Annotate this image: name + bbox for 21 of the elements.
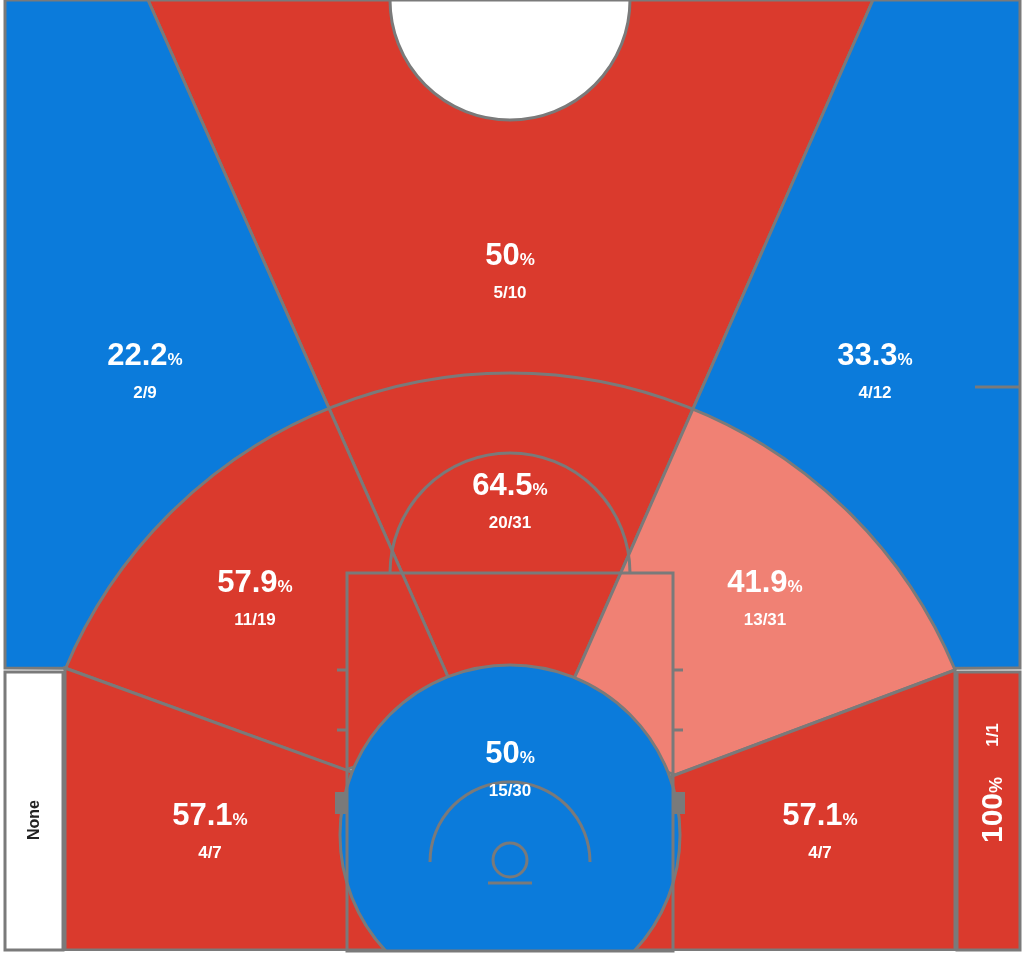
data-label: 41.9% [727,564,803,599]
data-label: 50% [485,735,535,770]
category-label: 4/7 [808,843,832,862]
category-label: 15/30 [488,781,532,800]
category-label: 11/19 [234,610,276,629]
category-label: 20/31 [488,513,532,532]
category-label: 2/9 [133,383,157,402]
data-label: 22.2% [107,337,183,372]
category-label: 4/12 [858,383,892,402]
data-label: 50% [485,237,535,272]
data-label: 33.3% [837,337,913,372]
data-label: 57.9% [217,564,293,599]
data-label: 100% [975,776,1008,844]
category-label: 1/1 [983,723,1002,747]
category-label: 4/7 [198,843,222,862]
data-label: 57.1% [172,797,248,832]
data-label: 57.1% [782,797,858,832]
category-label: 13/31 [743,610,787,629]
category-label: 5/10 [493,283,527,302]
category-label: None [25,799,42,840]
data-label: 64.5% [472,467,548,502]
